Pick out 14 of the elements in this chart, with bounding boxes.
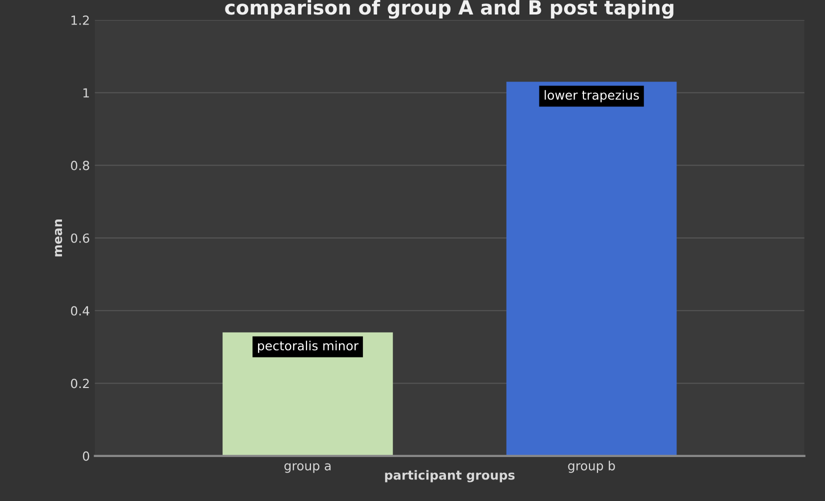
y-axis-title: mean (54, 220, 62, 256)
y-tick-label: 1 (83, 88, 89, 98)
y-tick-label: 1.2 (72, 16, 89, 25)
y-tick-label: 0.4 (70, 306, 90, 316)
chart-title: comparison of group A and B post taping (225, 0, 674, 19)
y-tick-label: 0.2 (70, 378, 89, 388)
x-axis-title: participant groups (385, 470, 515, 482)
annotation: lower trapezius (544, 90, 639, 102)
x-tick-label: group a (284, 463, 331, 473)
y-tick-label: 0.6 (70, 233, 90, 243)
y-tick-label: 0 (82, 451, 90, 461)
annotation: pectoralis minor (258, 340, 359, 353)
x-tick-label: group b (568, 460, 615, 473)
y-tick-label: 0.8 (70, 160, 90, 170)
